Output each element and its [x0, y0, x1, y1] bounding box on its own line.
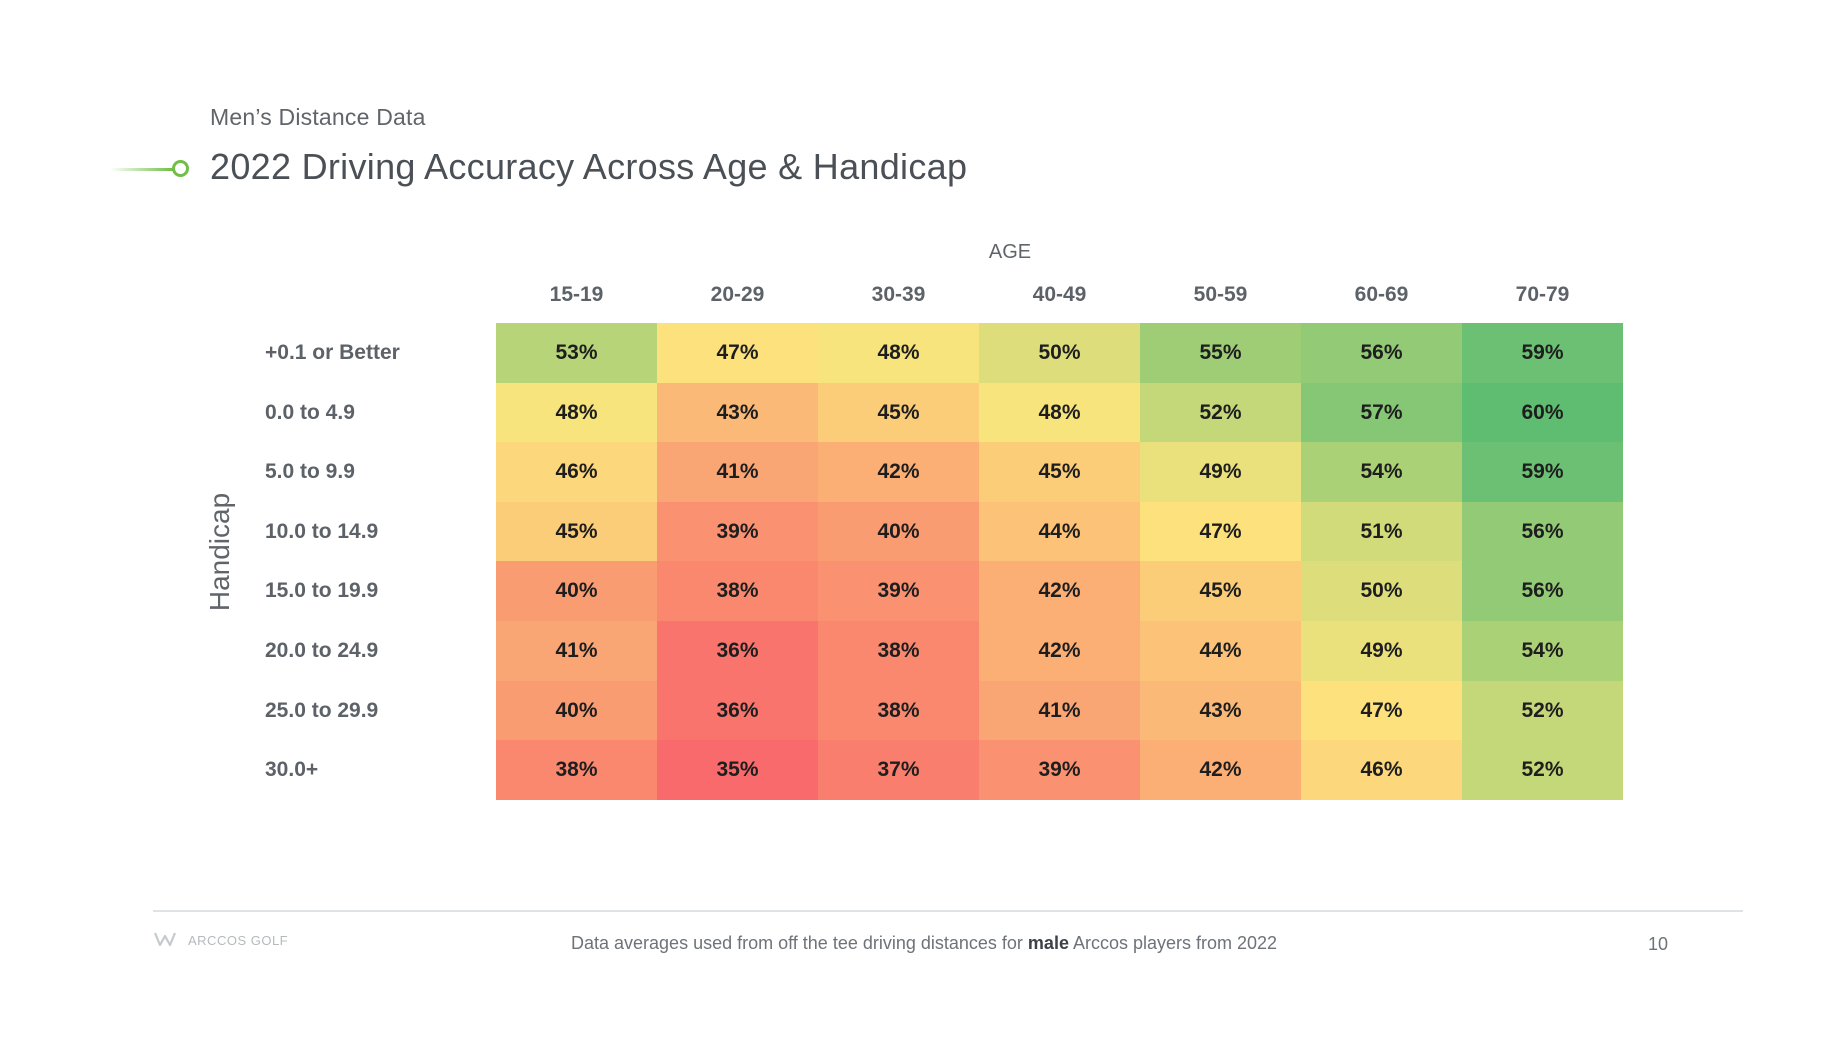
y-tick-label: 10.0 to 14.9	[265, 519, 379, 543]
heatmap-cell: 48%	[496, 382, 657, 443]
heatmap-cell: 42%	[1140, 740, 1301, 801]
heatmap-cell: 42%	[979, 621, 1140, 682]
footer-divider	[153, 910, 1743, 912]
heatmap-cell: 39%	[657, 501, 818, 562]
heatmap-cell: 56%	[1462, 561, 1623, 622]
heatmap-cell: 45%	[496, 501, 657, 562]
heatmap-cell: 59%	[1462, 442, 1623, 503]
y-tick-label: 30.0+	[265, 758, 319, 782]
heatmap-cell: 53%	[496, 323, 657, 384]
x-tick-label: 20-29	[710, 283, 765, 306]
title-accent-dot	[172, 160, 189, 177]
footnote-text-start: Data averages used from off the tee driv…	[571, 933, 1028, 953]
heatmap-cell: 38%	[818, 621, 979, 682]
heatmap-cell: 38%	[496, 740, 657, 801]
heatmap-cell: 46%	[1301, 740, 1462, 801]
slide-subtitle: Men’s Distance Data	[210, 104, 426, 130]
arccos-logo-icon	[153, 932, 177, 947]
heatmap-cell: 37%	[818, 740, 979, 801]
heatmap-cell: 47%	[1140, 501, 1301, 562]
x-tick-label: 50-59	[1193, 283, 1248, 306]
y-tick-label: 15.0 to 19.9	[265, 579, 379, 603]
heatmap-cell: 38%	[657, 561, 818, 622]
x-tick-label: 30-39	[871, 283, 926, 306]
heatmap-cell: 41%	[657, 442, 818, 503]
heatmap-cell: 49%	[1301, 621, 1462, 682]
heatmap-cell: 56%	[1462, 501, 1623, 562]
heatmap-cell: 47%	[1301, 680, 1462, 741]
heatmap-cell: 38%	[818, 680, 979, 741]
heatmap-cell: 45%	[818, 382, 979, 443]
heatmap-cell: 44%	[979, 501, 1140, 562]
heatmap-cell: 60%	[1462, 382, 1623, 443]
heatmap-cell: 39%	[818, 561, 979, 622]
y-axis-label: Handicap	[204, 492, 235, 612]
heatmap-cell: 41%	[496, 621, 657, 682]
heatmap-cell: 42%	[818, 442, 979, 503]
heatmap-cell: 57%	[1301, 382, 1462, 443]
heatmap-cell: 59%	[1462, 323, 1623, 384]
y-tick-label: 20.0 to 24.9	[265, 639, 379, 662]
heatmap-cell: 40%	[818, 501, 979, 562]
heatmap-cell: 45%	[979, 442, 1140, 503]
heatmap-cell: 36%	[657, 621, 818, 682]
heatmap-cell: 35%	[657, 740, 818, 801]
y-tick-label: 5.0 to 9.9	[265, 460, 355, 484]
brand-logo-text: ARCCOS GOLF	[188, 933, 289, 948]
heatmap-cell: 52%	[1462, 740, 1623, 801]
footnote-text-end: Arccos players from 2022	[1068, 933, 1278, 953]
footnote-emphasis: male	[1027, 933, 1069, 953]
heatmap-cell: 44%	[1140, 621, 1301, 682]
y-tick-label: +0.1 or Better	[265, 341, 400, 364]
heatmap-cell: 49%	[1140, 442, 1301, 503]
x-tick-label: 15-19	[549, 283, 604, 306]
heatmap-cell: 52%	[1140, 382, 1301, 443]
heatmap-cell: 51%	[1301, 501, 1462, 562]
title-accent-line	[110, 168, 173, 171]
heatmap-cell: 50%	[979, 323, 1140, 384]
heatmap-cell: 36%	[657, 680, 818, 741]
heatmap-cell: 43%	[657, 382, 818, 443]
x-tick-label: 70-79	[1515, 283, 1570, 306]
heatmap-cell: 40%	[496, 561, 657, 622]
heatmap-cell: 48%	[979, 382, 1140, 443]
heatmap-cell: 48%	[818, 323, 979, 384]
x-tick-label: 40-49	[1032, 283, 1087, 306]
x-axis-label: AGE	[988, 241, 1032, 263]
heatmap-cell: 40%	[496, 680, 657, 741]
heatmap-cell: 42%	[979, 561, 1140, 622]
page-number: 10	[1648, 934, 1669, 954]
heatmap-cell: 54%	[1462, 621, 1623, 682]
y-tick-label: 0.0 to 4.9	[265, 400, 355, 424]
slide-title: 2022 Driving Accuracy Across Age & Handi…	[210, 146, 968, 187]
heatmap-cell: 54%	[1301, 442, 1462, 503]
heatmap-cell: 56%	[1301, 323, 1462, 384]
heatmap-cell: 55%	[1140, 323, 1301, 384]
x-tick-label: 60-69	[1354, 283, 1409, 306]
heatmap-cell: 39%	[979, 740, 1140, 801]
y-tick-label: 25.0 to 29.9	[265, 698, 379, 722]
heatmap-cell: 45%	[1140, 561, 1301, 622]
footnote: Data averages used from off the tee driv…	[571, 933, 1277, 954]
heatmap-cell: 46%	[496, 442, 657, 503]
heatmap-cell: 52%	[1462, 680, 1623, 741]
heatmap-cell: 50%	[1301, 561, 1462, 622]
heatmap-cell: 47%	[657, 323, 818, 384]
heatmap-cell: 41%	[979, 680, 1140, 741]
heatmap-cell: 43%	[1140, 680, 1301, 741]
